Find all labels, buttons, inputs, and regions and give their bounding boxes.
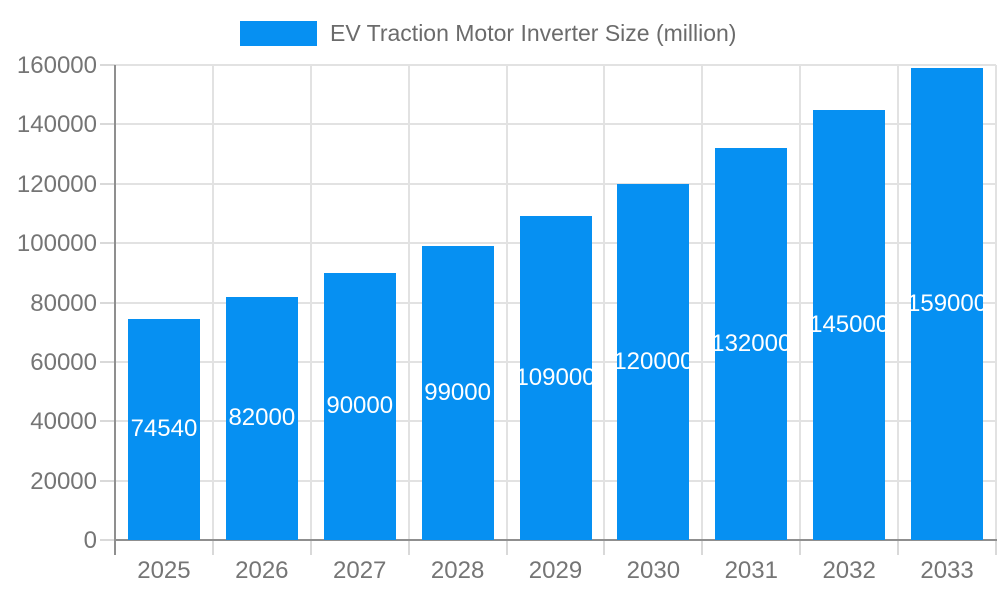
x-axis-label: 2025 <box>137 557 191 584</box>
y-axis-tick <box>100 301 115 304</box>
x-gridline <box>799 65 802 540</box>
x-axis-label: 2029 <box>528 557 583 584</box>
y-gridline <box>115 64 996 66</box>
bar-2027[interactable]: 90000 <box>323 272 396 540</box>
y-axis-label: 60000 <box>30 348 97 376</box>
y-axis-label: 140000 <box>16 111 97 139</box>
x-axis-tick <box>407 540 410 555</box>
bar-2028[interactable]: 99000 <box>421 246 494 540</box>
x-axis-line <box>114 539 997 541</box>
x-axis-label: 2033 <box>920 557 974 584</box>
bar-value-label: 74540 <box>130 415 198 443</box>
bar-value-label: 82000 <box>228 404 296 432</box>
x-gridline <box>505 65 508 540</box>
y-axis-label: 20000 <box>30 467 97 495</box>
y-axis-tick <box>100 539 115 541</box>
y-axis-tick <box>100 479 115 482</box>
x-axis-tick <box>603 540 606 555</box>
x-gridline <box>309 65 312 540</box>
y-gridline <box>115 123 996 126</box>
x-gridline <box>211 65 214 540</box>
x-gridline <box>407 65 410 540</box>
x-axis-tick <box>799 540 802 555</box>
x-axis-label: 2026 <box>235 557 289 584</box>
x-gridline <box>995 65 997 540</box>
y-axis-tick <box>100 182 115 185</box>
bar-2025[interactable]: 74540 <box>127 318 200 540</box>
y-axis-tick <box>100 242 115 245</box>
y-axis-tick <box>100 420 115 423</box>
x-axis-tick <box>211 540 214 555</box>
bar-2030[interactable]: 120000 <box>617 183 690 540</box>
y-axis-label: 120000 <box>16 170 97 198</box>
y-axis-label: 0 <box>83 527 97 554</box>
bar-2026[interactable]: 82000 <box>225 296 298 540</box>
bar-2032[interactable]: 145000 <box>813 109 886 540</box>
bar-2031[interactable]: 132000 <box>715 148 788 540</box>
y-axis-tick <box>100 64 115 66</box>
bar-2029[interactable]: 109000 <box>519 216 592 540</box>
bar-value-label: 120000 <box>617 347 690 375</box>
x-axis-label: 2030 <box>626 557 681 584</box>
x-axis-tick <box>309 540 312 555</box>
y-axis-label: 80000 <box>30 289 97 317</box>
y-axis-label: 40000 <box>30 408 97 436</box>
bar-value-label: 145000 <box>813 310 886 338</box>
y-axis-label: 100000 <box>16 230 97 258</box>
y-axis-label: 160000 <box>16 52 97 79</box>
x-axis-tick <box>995 540 997 555</box>
legend: EV Traction Motor Inverter Size (million… <box>240 21 736 46</box>
x-gridline <box>897 65 900 540</box>
y-axis-tick <box>100 123 115 126</box>
bar-value-label: 99000 <box>424 379 491 407</box>
y-axis-line <box>114 65 116 555</box>
x-axis-label: 2028 <box>430 557 485 584</box>
bar-value-label: 132000 <box>715 330 788 358</box>
y-gridline <box>115 182 996 185</box>
x-axis-tick <box>505 540 508 555</box>
x-gridline <box>701 65 704 540</box>
bar-value-label: 109000 <box>519 364 592 392</box>
x-axis-label: 2031 <box>724 557 778 584</box>
bar-value-label: 159000 <box>911 289 984 317</box>
bar-2033[interactable]: 159000 <box>911 67 984 540</box>
x-axis-tick <box>897 540 900 555</box>
legend-swatch <box>240 21 317 46</box>
x-axis-tick <box>701 540 704 555</box>
legend-label: EV Traction Motor Inverter Size (million… <box>330 20 737 46</box>
x-axis-label: 2032 <box>822 557 876 584</box>
bar-value-label: 90000 <box>326 392 394 420</box>
y-axis-tick <box>100 360 115 363</box>
x-axis-label: 2027 <box>333 557 387 584</box>
x-gridline <box>603 65 606 540</box>
